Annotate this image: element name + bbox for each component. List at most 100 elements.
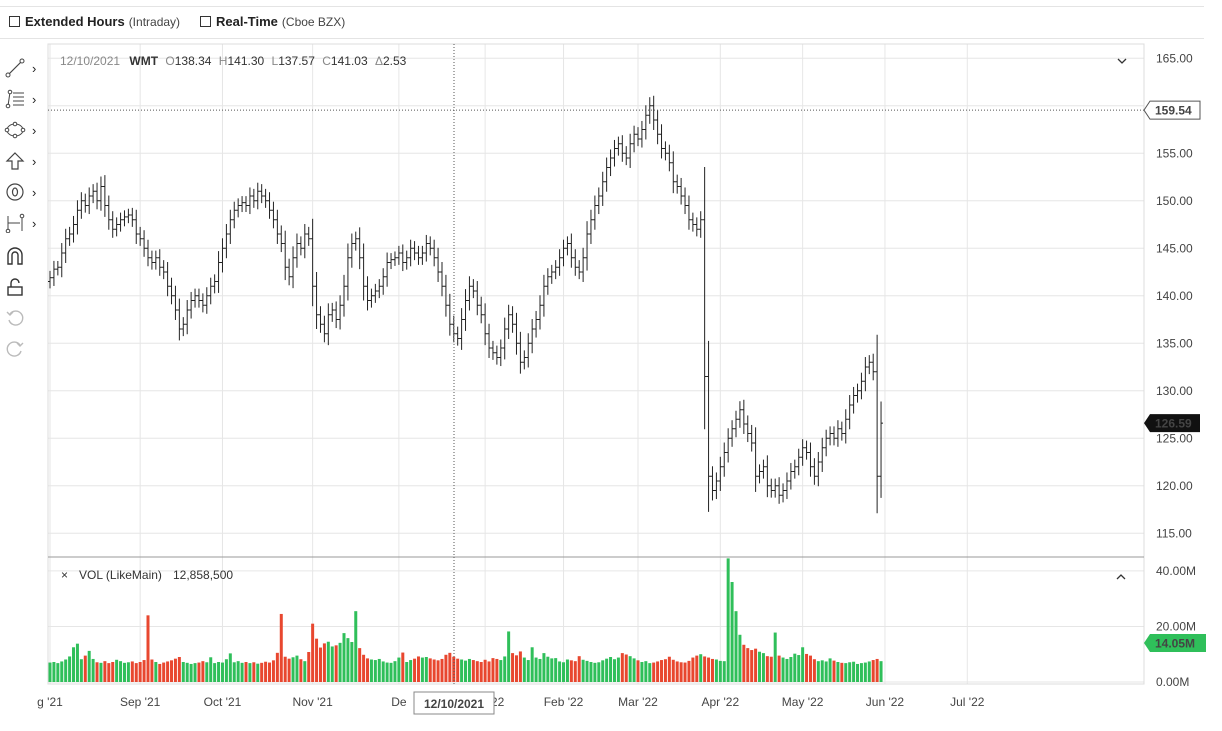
measure-tool[interactable]: › — [4, 211, 44, 235]
ohlc-bar — [153, 250, 158, 270]
volume-bar — [271, 660, 275, 682]
trendline-icon — [4, 57, 26, 79]
ohlc-bar — [283, 230, 288, 281]
crosshair-date-badge: 12/10/2021 — [413, 691, 495, 715]
ohlc-bar — [106, 195, 111, 230]
volume-bar — [448, 652, 452, 682]
ohlc-bar — [330, 302, 335, 322]
ohlc-bar — [608, 149, 613, 177]
redo-tool[interactable] — [4, 337, 44, 361]
volume-bar — [707, 657, 711, 682]
volume-bar — [416, 656, 420, 682]
volume-bar — [366, 658, 370, 682]
chevron-right-icon[interactable]: › — [32, 153, 37, 169]
volume-bar — [91, 658, 95, 682]
ohlc-bar — [287, 258, 292, 286]
realtime-checkbox[interactable] — [200, 16, 211, 27]
ohlc-bar — [463, 289, 468, 331]
volume-bar — [867, 661, 871, 682]
collapse-price-pane-chevron-down-icon[interactable] — [1117, 58, 1127, 64]
volume-bar — [820, 660, 824, 682]
time-tick-label: Nov '21 — [292, 695, 333, 709]
legend-open-label: O — [165, 54, 174, 68]
volume-bar — [111, 662, 115, 682]
ohlc-bar — [349, 233, 354, 268]
ohlc-bar — [804, 440, 809, 460]
volume-bar — [162, 662, 166, 682]
arrow-tool[interactable]: › — [4, 149, 44, 173]
collapse-volume-pane-chevron-up-icon[interactable] — [1116, 574, 1126, 580]
ohlc-bar — [843, 409, 848, 444]
realtime-sub: (Cboe BZX) — [281, 14, 346, 29]
undo-tool[interactable] — [4, 306, 44, 330]
shapes-icon — [4, 119, 26, 141]
extended-hours-checkbox[interactable] — [9, 16, 20, 27]
volume-bar — [189, 663, 193, 682]
volume-bar — [585, 660, 589, 682]
ohlc-bar — [298, 236, 303, 256]
fibonacci-tool[interactable]: › — [4, 87, 44, 111]
time-tick-label: Feb '22 — [544, 695, 584, 709]
ohlc-bar — [385, 252, 390, 287]
crosshair-price-badge: 159.54 — [1143, 100, 1201, 120]
ohlc-bar — [420, 245, 425, 265]
ohlc-bar — [855, 383, 860, 403]
volume-bar — [432, 659, 436, 682]
volume-bar — [142, 660, 146, 682]
volume-bar — [514, 655, 518, 682]
volume-bar — [703, 656, 707, 682]
volume-series — [48, 558, 883, 682]
volume-bar — [612, 659, 616, 682]
volume-bar — [362, 654, 366, 682]
volume-bar — [812, 659, 816, 682]
volume-bar — [256, 663, 260, 682]
volume-bar — [244, 662, 248, 682]
chevron-right-icon[interactable]: › — [32, 215, 37, 231]
ohlc-bar — [114, 217, 119, 237]
volume-bar — [491, 658, 495, 682]
lock-tool[interactable] — [4, 275, 44, 299]
volume-bar — [781, 657, 785, 682]
volume-bar — [859, 663, 863, 682]
chevron-right-icon[interactable]: › — [32, 122, 37, 138]
ohlc-bar — [538, 295, 542, 330]
volume-bar — [793, 653, 797, 682]
volume-bar — [852, 661, 856, 682]
time-tick-label: Apr '22 — [701, 695, 739, 709]
magnet-tool[interactable] — [4, 244, 44, 268]
ohlc-bar — [416, 245, 421, 265]
chevron-right-icon[interactable]: › — [32, 60, 37, 76]
volume-bar — [836, 662, 840, 682]
chevron-right-icon[interactable]: › — [32, 91, 37, 107]
chevron-right-icon[interactable]: › — [32, 184, 37, 200]
volume-bar — [146, 615, 150, 682]
volume-bar — [56, 663, 60, 682]
extended-hours-toggle[interactable]: Extended Hours (Intraday) — [9, 14, 180, 29]
volume-bar — [268, 662, 272, 682]
price-tick-label: 120.00 — [1156, 479, 1193, 493]
volume-bar — [648, 663, 652, 682]
last-volume-badge: 14.05M — [1144, 633, 1206, 652]
ohlc-bar — [244, 196, 248, 213]
ohlc-bar — [839, 421, 844, 441]
volume-bar — [863, 662, 867, 682]
ohlc-bar — [479, 296, 484, 324]
annotation-tool[interactable]: › — [4, 180, 44, 204]
volume-legend-close-icon[interactable]: × — [61, 568, 68, 582]
volume-bar — [197, 662, 201, 682]
volume-bar — [714, 659, 718, 682]
ohlc-bar — [769, 478, 774, 498]
shapes-tool[interactable]: › — [4, 118, 44, 142]
volume-bar — [307, 652, 311, 682]
volume-bar — [687, 660, 691, 682]
fibonacci-icon — [4, 88, 26, 110]
realtime-toggle[interactable]: Real-Time (Cboe BZX) — [200, 14, 345, 29]
ohlc-bar — [722, 442, 727, 477]
volume-bar — [844, 663, 848, 682]
trendline-tool[interactable]: › — [4, 56, 44, 80]
volume-bar — [205, 662, 209, 682]
ohlc-bar — [91, 184, 96, 204]
